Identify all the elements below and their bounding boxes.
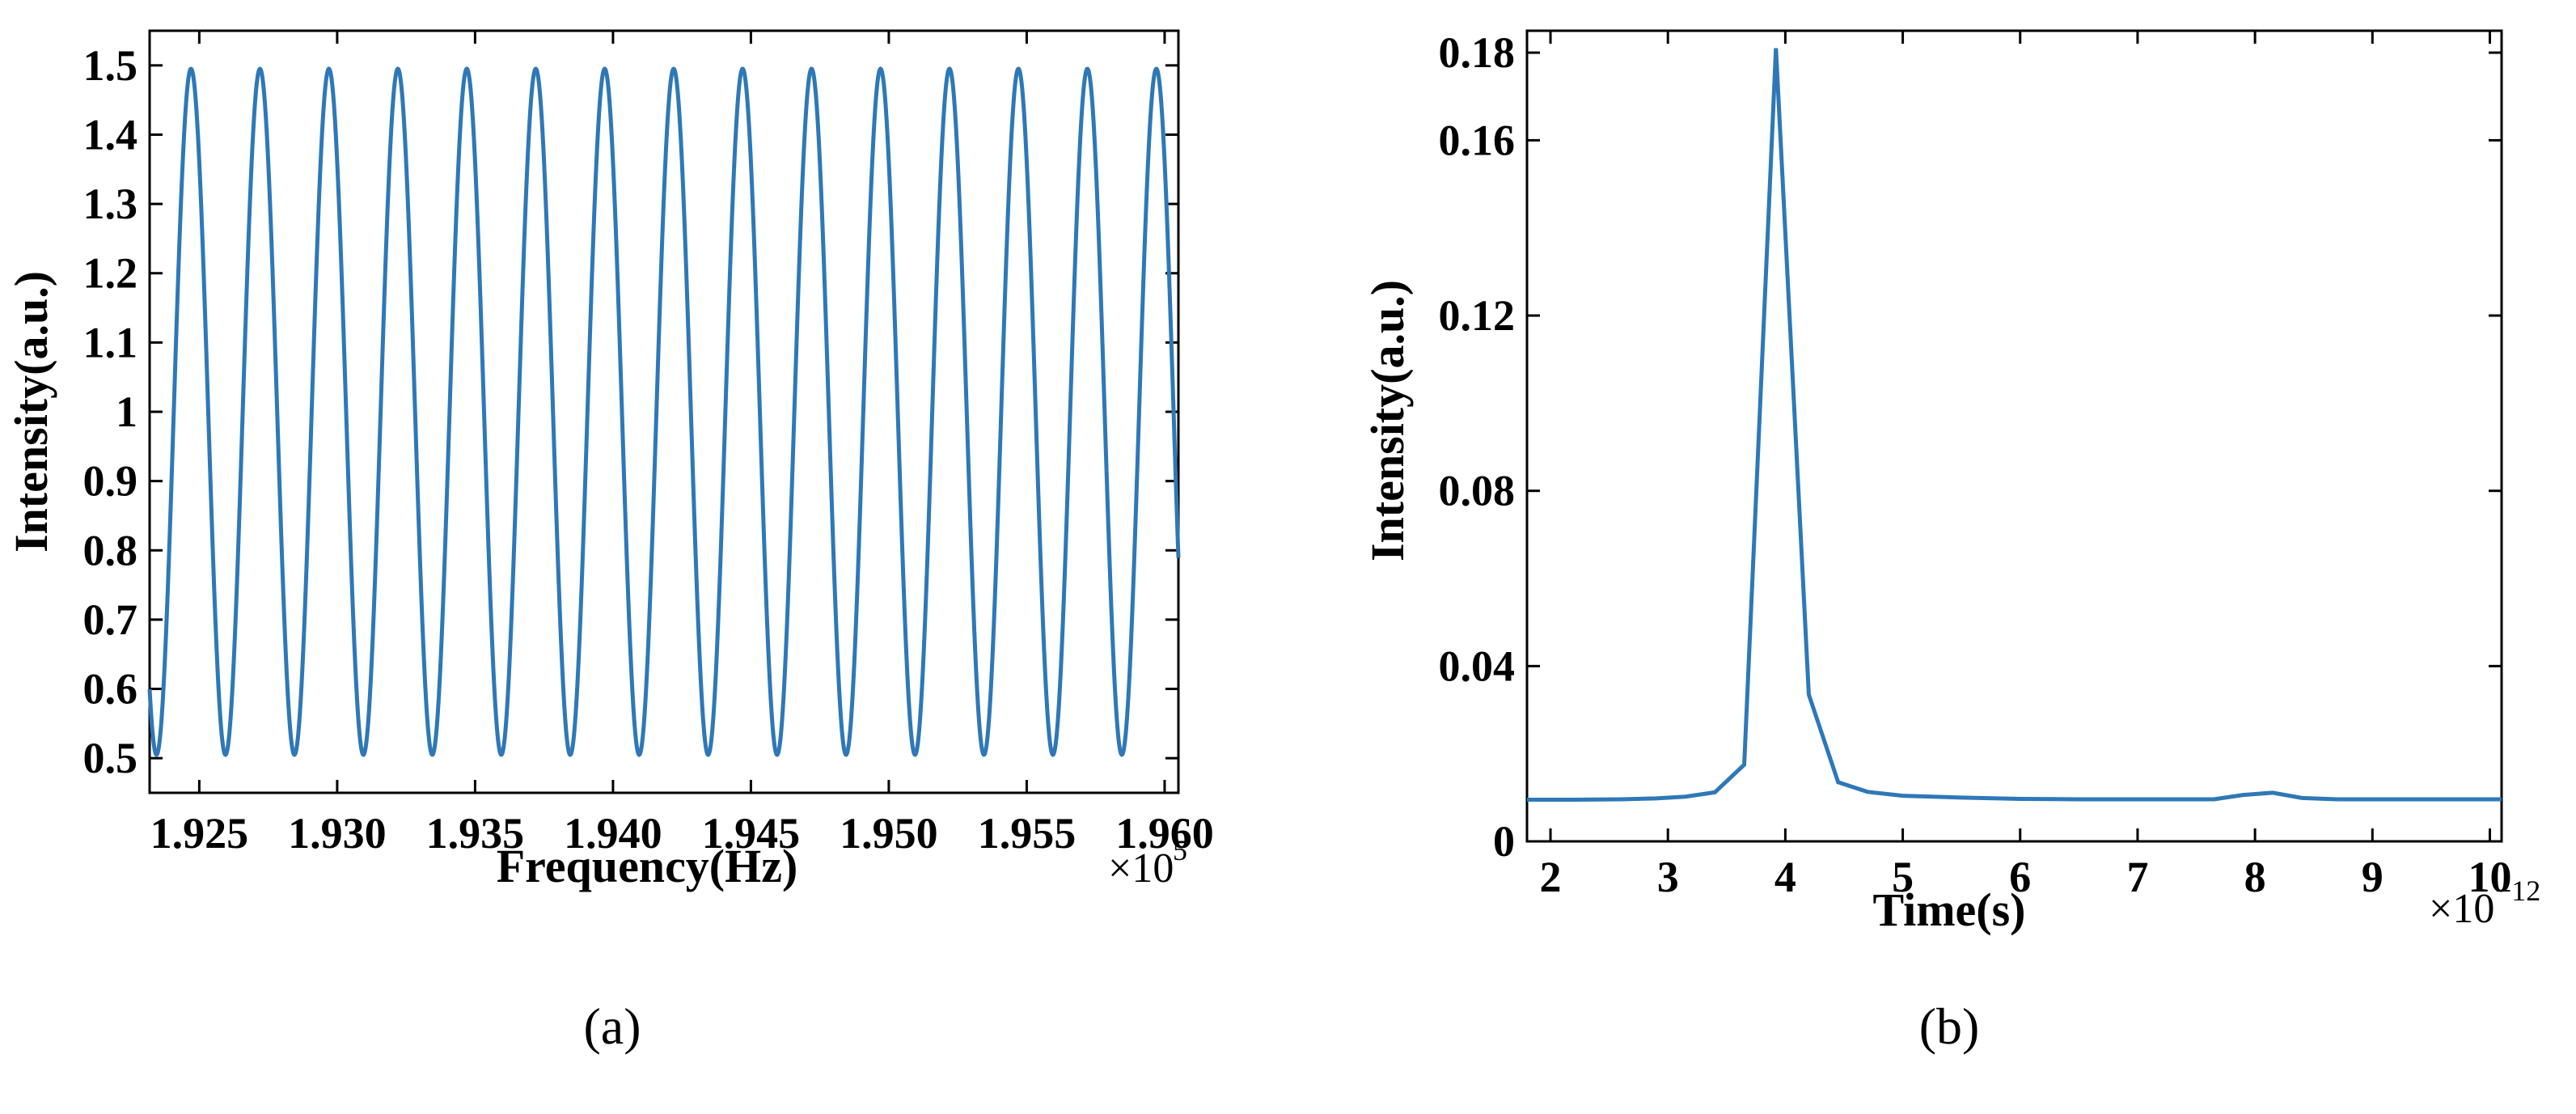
chart-b-y-tick-label: 0.18 xyxy=(1439,28,1516,77)
chart-b-y-tick-label: 0.04 xyxy=(1439,642,1516,690)
chart-b: 2 3 4 5 6 7 8 9 10 0 0.04 0.08 0.12 0.16 0.18 Time(s)… xyxy=(1361,28,2540,1055)
chart-a-x-tick-label: 1.935 xyxy=(426,809,525,858)
chart-b-x-tick-label: 3 xyxy=(1657,853,1679,901)
chart-b-caption: (b) xyxy=(1919,998,1980,1055)
chart-a-x-multiplier: ×10 xyxy=(1108,845,1174,892)
chart-a-y-ticks: 0.5 0.6 0.7 0.8 0.9 1 1.1 1.2 1.3 1.4 1.5 xyxy=(83,41,1178,782)
chart-a-y-tick-label: 1.5 xyxy=(83,41,138,90)
chart-a-x-tick-label: 1.950 xyxy=(840,809,938,858)
chart-a-y-tick-label: 0.7 xyxy=(83,595,138,644)
chart-a-y-tick-label: 1.4 xyxy=(83,110,138,159)
chart-b-y-ticks: 0 0.04 0.08 0.12 0.16 0.18 xyxy=(1439,28,2502,866)
chart-b-x-tick-label: 6 xyxy=(2009,853,2031,901)
chart-a-y-tick-label: 1.1 xyxy=(83,318,138,366)
chart-a-x-tick-label: 1.930 xyxy=(288,809,387,858)
chart-b-ylabel: Intensity(a.u.) xyxy=(1361,280,1414,561)
chart-a-x-multiplier-exponent: 5 xyxy=(1173,834,1187,866)
chart-a-ylabel: Intensity(a.u.) xyxy=(5,271,57,553)
chart-b-plot-frame xyxy=(1525,29,2503,843)
chart-a-x-tick-label: 1.925 xyxy=(150,809,249,858)
chart-b-x-ticks: 2 3 4 5 6 7 8 9 10 xyxy=(1540,31,2511,901)
chart-b-x-tick-label: 2 xyxy=(1540,853,1562,901)
chart-b-y-tick-label: 0 xyxy=(1493,817,1515,866)
chart-b-x-tick-label: 8 xyxy=(2244,853,2266,901)
chart-a-y-tick-label: 1.3 xyxy=(83,180,138,228)
chart-a-y-tick-label: 0.8 xyxy=(83,526,138,574)
chart-a-x-tick-label: 1.945 xyxy=(702,809,801,858)
chart-b-x-tick-label: 9 xyxy=(2362,853,2384,901)
chart-a-y-tick-label: 0.5 xyxy=(83,734,138,782)
chart-b-x-tick-label: 10 xyxy=(2468,853,2511,901)
chart-b-x-multiplier-exponent: −12 xyxy=(2495,875,2540,907)
chart-b-x-multiplier: ×10 xyxy=(2429,886,2494,932)
chart-b-y-tick-label: 0.08 xyxy=(1439,467,1516,515)
chart-b-x-tick-label: 5 xyxy=(1892,853,1914,901)
chart-b-x-tick-label: 4 xyxy=(1774,853,1796,901)
chart-b-y-tick-label: 0.12 xyxy=(1439,291,1516,340)
chart-b-series-line xyxy=(1527,48,2502,803)
chart-a-y-tick-label: 1 xyxy=(116,388,137,436)
chart-a-x-tick-label: 1.960 xyxy=(1115,809,1214,858)
chart-a: 1.925 1.930 1.935 1.940 1.945 1.950 1.955 1.960… xyxy=(5,29,1214,1055)
chart-a-x-tick-label: 1.940 xyxy=(564,809,662,858)
chart-a-y-tick-label: 0.9 xyxy=(83,457,138,506)
chart-a-x-tick-label: 1.955 xyxy=(978,809,1077,858)
chart-b-xlabel: Time(s) xyxy=(1872,883,2025,936)
chart-a-caption: (a) xyxy=(583,998,641,1055)
chart-a-xlabel: Frequency(Hz) xyxy=(497,840,798,892)
chart-a-y-tick-label: 1.2 xyxy=(83,249,138,298)
chart-a-x-ticks: 1.925 1.930 1.935 1.940 1.945 1.950 1.955 1.960 xyxy=(150,31,1214,858)
chart-a-series-line xyxy=(147,66,1181,757)
chart-b-x-tick-label: 7 xyxy=(2126,853,2148,901)
chart-a-y-tick-label: 0.6 xyxy=(83,665,138,714)
chart-b-y-tick-label: 0.16 xyxy=(1439,116,1516,164)
